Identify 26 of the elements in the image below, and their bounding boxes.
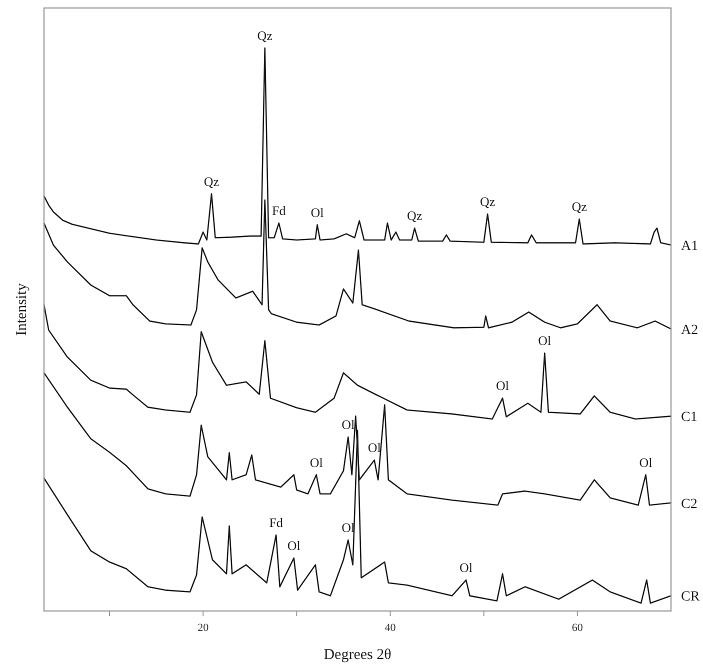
annotation: Qz — [257, 28, 273, 43]
series-label: C1 — [681, 410, 698, 426]
annotation: Fd — [272, 203, 286, 218]
annotation: Ol — [368, 440, 382, 456]
annotation: Ol — [310, 204, 324, 220]
series-label: C2 — [681, 496, 698, 512]
x-tick-label: 60 — [572, 622, 584, 634]
series-label: A2 — [681, 322, 698, 338]
annotation: Qz — [480, 194, 496, 210]
annotation: Ol — [639, 454, 653, 470]
series-label: A1 — [681, 238, 698, 254]
x-axis-title: Degrees 2θ — [324, 647, 392, 663]
x-tick-label: 20 — [198, 622, 210, 634]
annotation: Ol — [287, 538, 301, 554]
annotation: Qz — [572, 199, 588, 214]
annotation: Ol — [310, 454, 324, 470]
series-label: CR — [681, 590, 700, 605]
annotation: Ol — [342, 417, 356, 432]
annotation: Qz — [407, 208, 422, 224]
annotation: Fd — [269, 514, 284, 530]
annotation: Ol — [496, 378, 510, 394]
annotation: Qz — [204, 174, 220, 189]
y-axis-title: Intensity — [14, 282, 30, 336]
annotation: Ol — [538, 333, 552, 348]
annotation: Ol — [460, 560, 473, 576]
x-tick-label: 40 — [384, 622, 396, 634]
